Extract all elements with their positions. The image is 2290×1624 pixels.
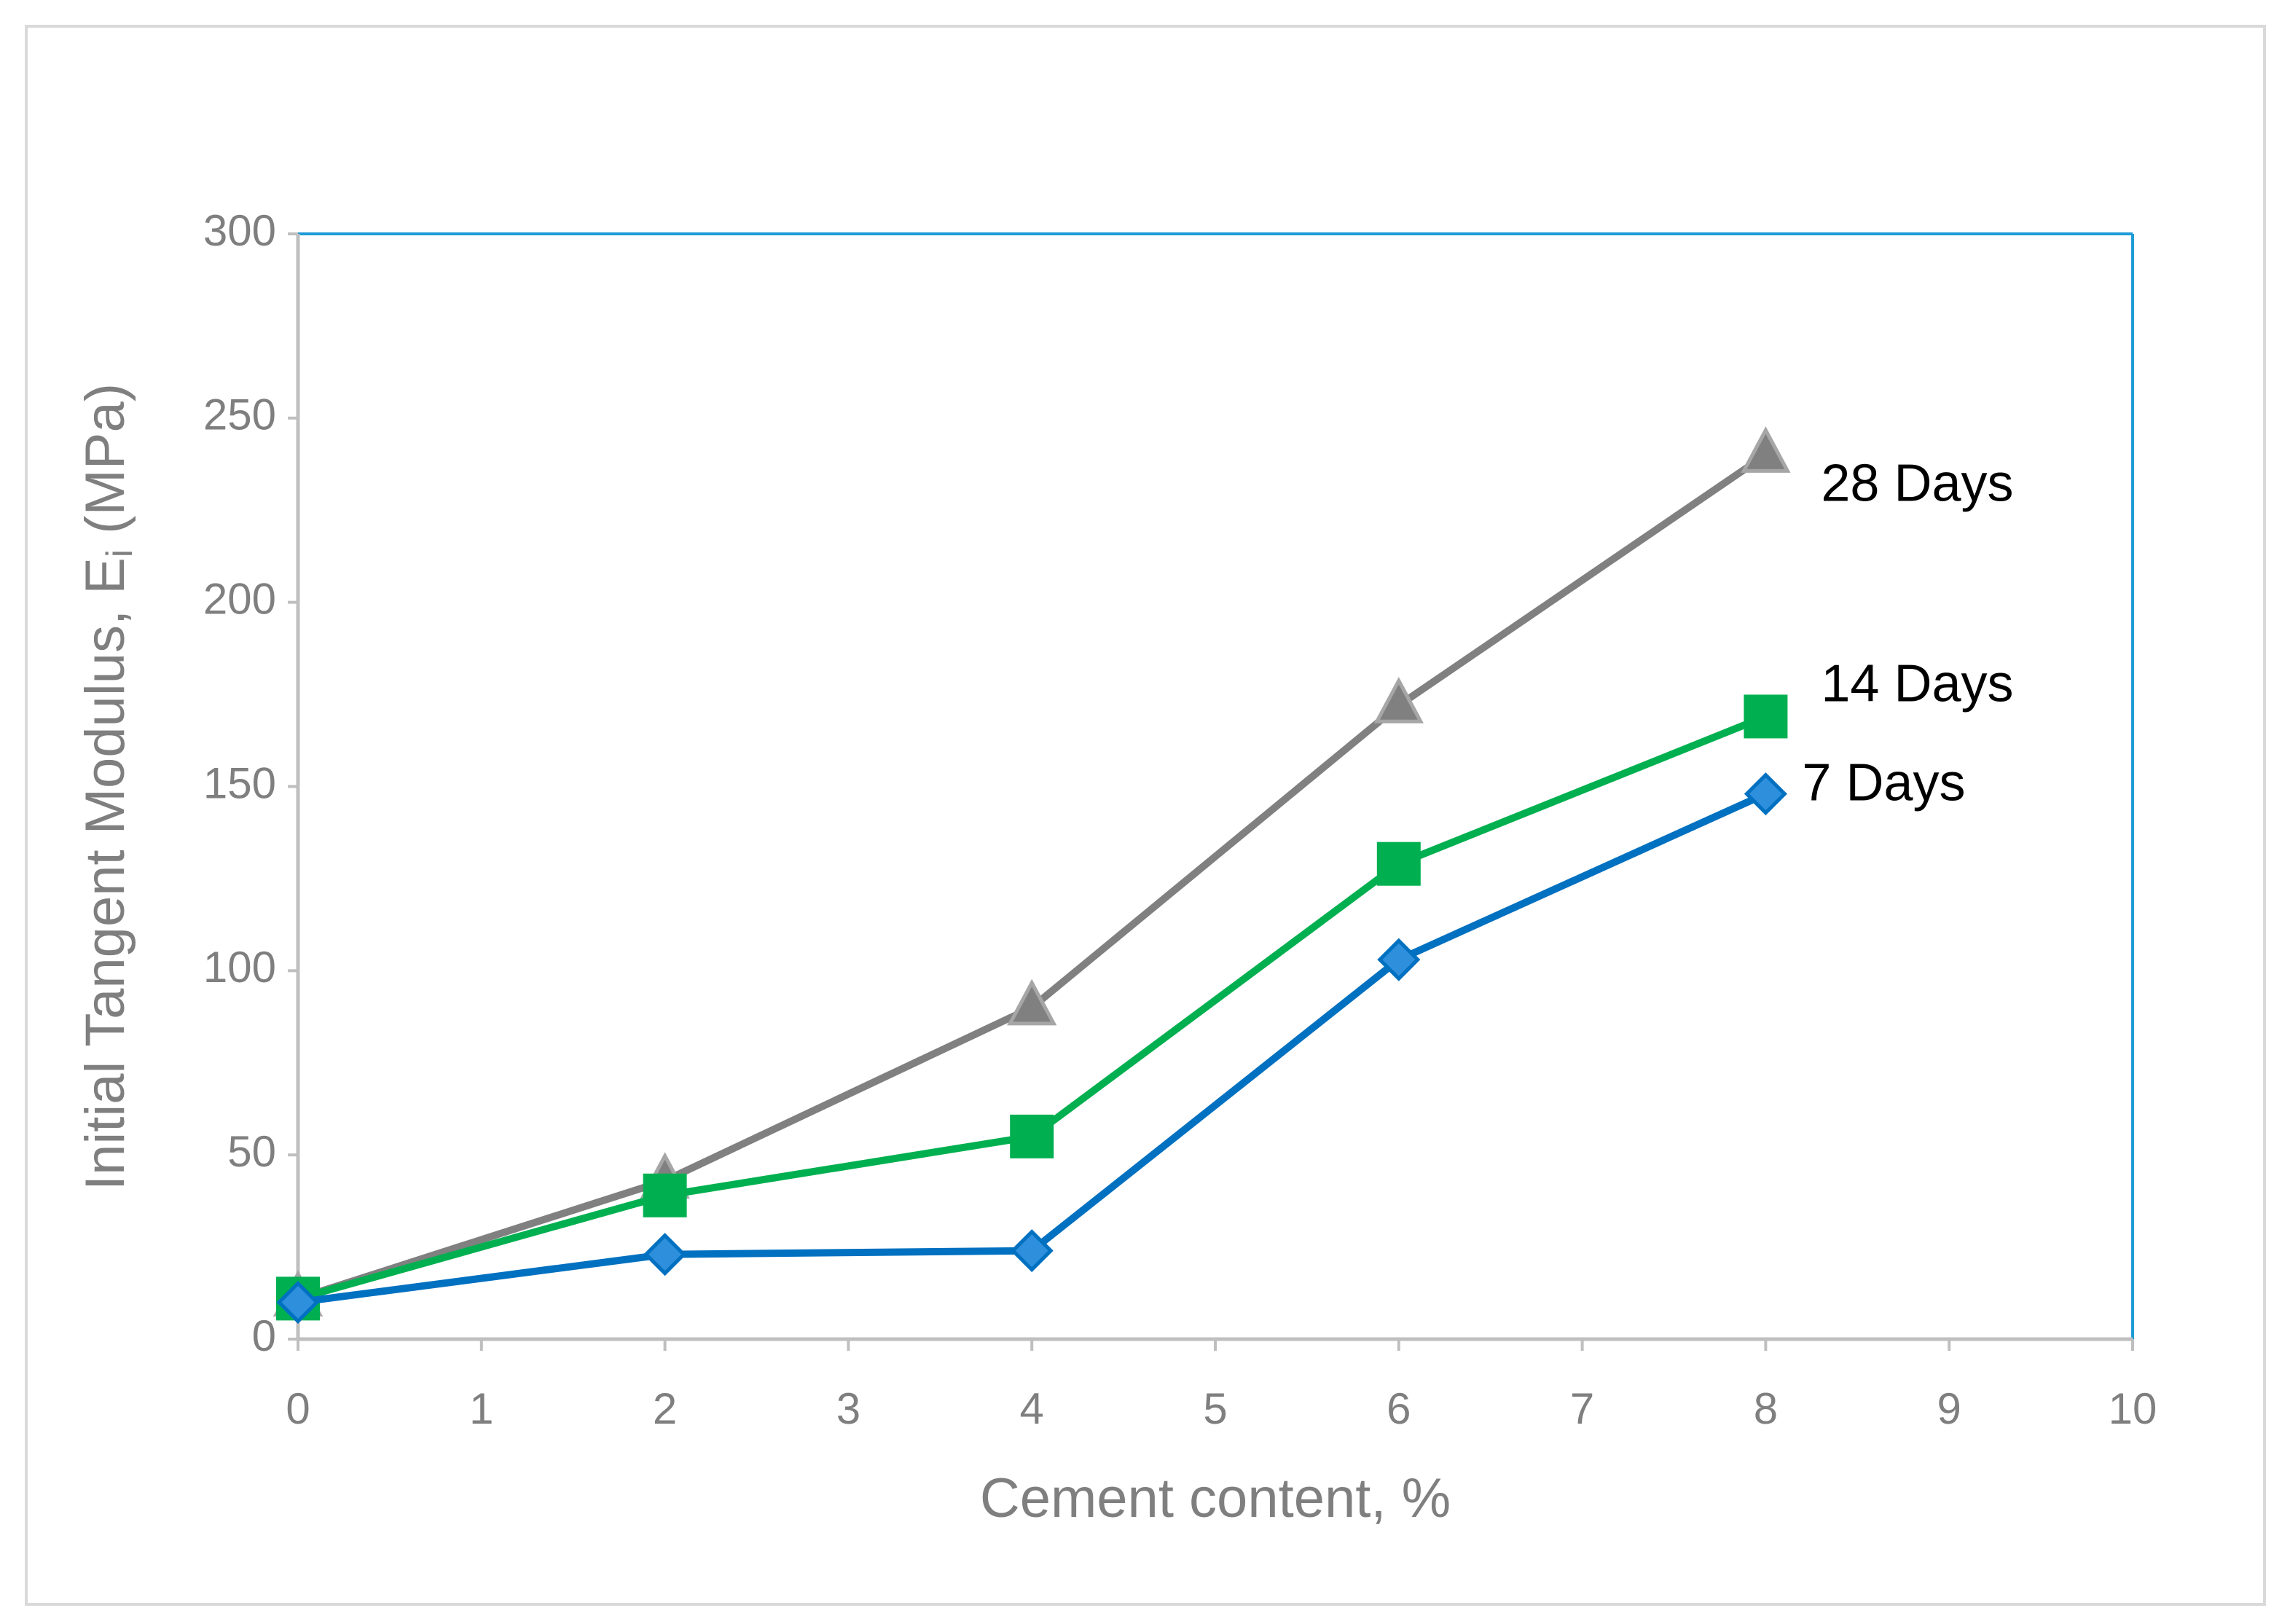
marker bbox=[1010, 1114, 1054, 1158]
x-tick-label: 6 bbox=[1387, 1384, 1411, 1433]
y-axis-title-unit: (MPa) bbox=[74, 383, 136, 549]
marker bbox=[1373, 676, 1424, 723]
x-tick-label: 9 bbox=[1937, 1384, 1961, 1433]
y-axis-title-subscript: i bbox=[99, 549, 140, 557]
y-tick-label: 300 bbox=[203, 206, 276, 255]
x-tick-label: 0 bbox=[286, 1384, 310, 1433]
marker bbox=[643, 1173, 687, 1217]
chart-border bbox=[25, 25, 2266, 1606]
marker bbox=[276, 1280, 320, 1324]
marker bbox=[1744, 772, 1787, 816]
y-tick-label: 0 bbox=[252, 1311, 276, 1360]
marker bbox=[1376, 842, 1421, 886]
marker bbox=[1377, 938, 1421, 981]
x-tick-label: 1 bbox=[469, 1384, 493, 1433]
y-tick-label: 150 bbox=[203, 758, 276, 807]
series-label: 14 Days bbox=[1821, 654, 2013, 713]
series-label: 28 Days bbox=[1821, 454, 2013, 512]
x-tick-label: 7 bbox=[1570, 1384, 1594, 1433]
y-tick-label: 200 bbox=[203, 575, 276, 624]
x-tick-label: 4 bbox=[1020, 1384, 1044, 1433]
marker bbox=[1010, 1229, 1054, 1273]
series-label: 7 Days bbox=[1802, 754, 1965, 812]
marker bbox=[1007, 978, 1057, 1026]
y-tick-label: 250 bbox=[203, 391, 276, 439]
marker bbox=[1744, 694, 1788, 739]
x-tick-label: 5 bbox=[1203, 1384, 1227, 1433]
y-axis-title: Initial Tangent Modulus, Ei (MPa) bbox=[74, 383, 140, 1190]
x-tick-label: 10 bbox=[2109, 1384, 2157, 1433]
marker bbox=[1741, 426, 1791, 473]
y-axis-title-main: Initial Tangent Modulus, E bbox=[74, 557, 136, 1190]
y-tick-label: 100 bbox=[203, 943, 276, 992]
x-tick-label: 2 bbox=[653, 1384, 677, 1433]
x-tick-label: 3 bbox=[836, 1384, 860, 1433]
x-axis-title: Cement content, % bbox=[980, 1467, 1451, 1529]
marker bbox=[643, 1233, 687, 1276]
y-tick-label: 50 bbox=[227, 1127, 276, 1176]
x-tick-label: 8 bbox=[1754, 1384, 1778, 1433]
